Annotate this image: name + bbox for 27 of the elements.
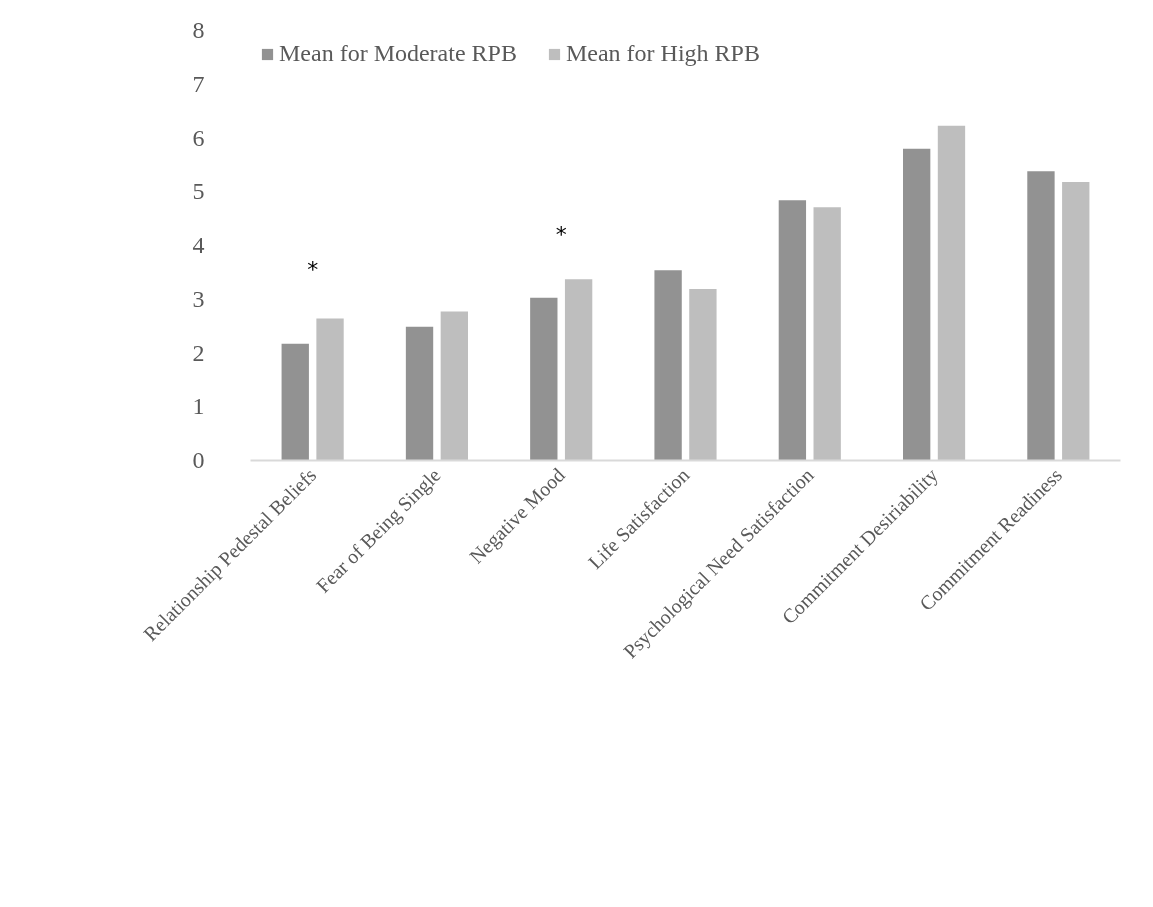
- legend-label: Mean for High RPB: [565, 40, 760, 67]
- bar: [689, 289, 717, 461]
- bar: [937, 125, 966, 461]
- bar: [1027, 171, 1055, 461]
- y-tick-label: 1: [192, 393, 205, 420]
- bar: [316, 318, 344, 461]
- y-tick-label: 6: [192, 124, 205, 151]
- y-tick-label: 8: [192, 17, 205, 43]
- bar: [1062, 182, 1090, 461]
- y-tick-label: 3: [192, 285, 205, 312]
- bar: [405, 326, 434, 461]
- bar: [654, 270, 682, 461]
- annotation: *: [307, 256, 319, 282]
- legend-label: Mean for Moderate RPB: [279, 40, 517, 67]
- y-tick-label: 5: [192, 178, 205, 205]
- y-tick-label: 4: [192, 232, 205, 258]
- y-tick-label: 7: [192, 70, 205, 97]
- bar: [564, 279, 593, 461]
- bar: [903, 148, 931, 461]
- bar: [530, 297, 558, 461]
- annotation: *: [555, 222, 567, 248]
- y-tick-label: 2: [192, 339, 205, 366]
- y-tick-label: 0: [192, 447, 205, 473]
- bar: [778, 200, 807, 461]
- bar: [440, 311, 468, 461]
- bar: [813, 207, 841, 461]
- bar: [281, 343, 309, 461]
